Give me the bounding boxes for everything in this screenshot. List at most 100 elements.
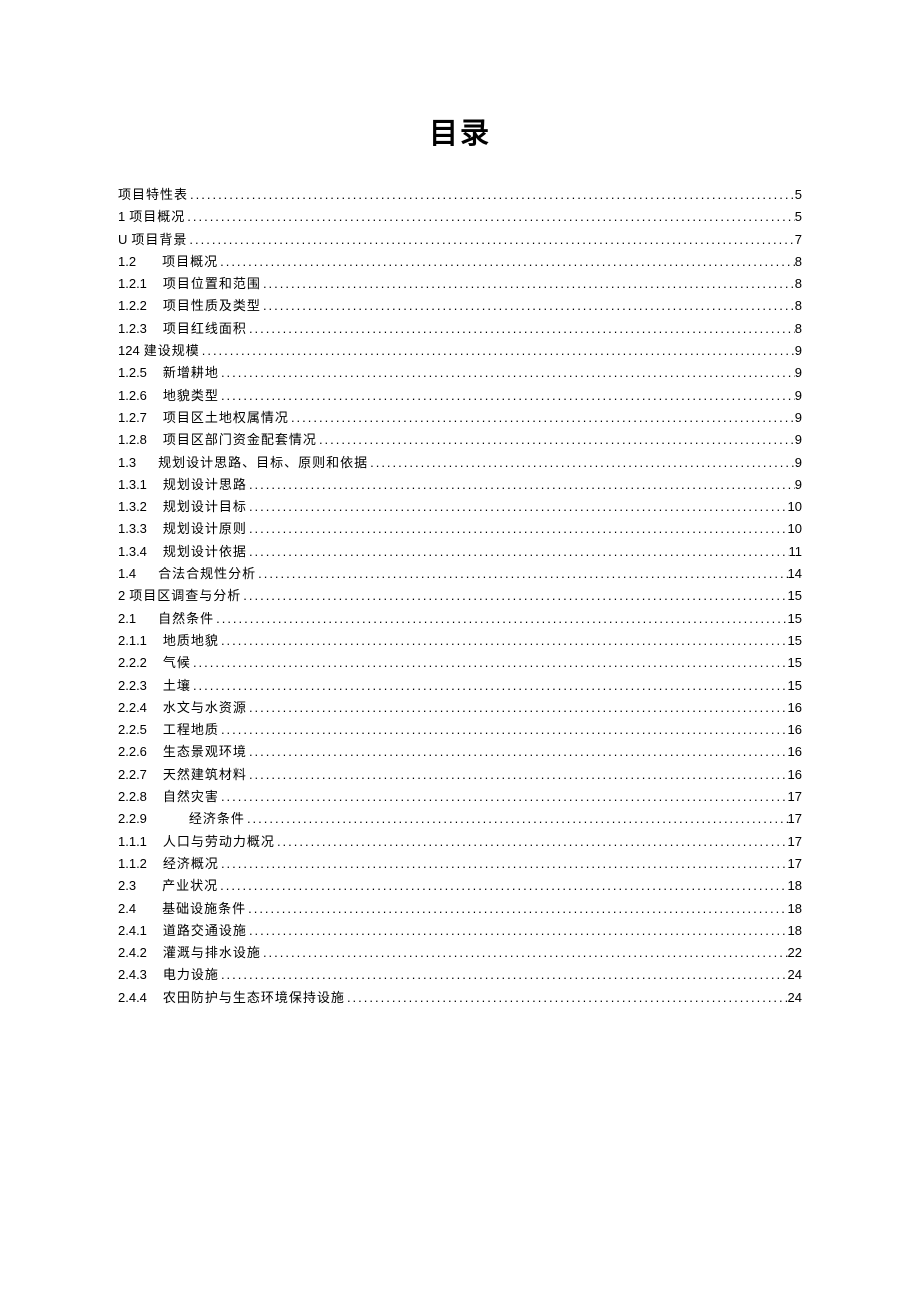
toc-leader-dots [188,184,795,206]
toc-number: 1.4 [118,563,140,585]
toc-page-number: 17 [788,808,802,830]
toc-text: 规划设计原则 [163,518,247,540]
toc-row: 2.2.6生态景观环境16 [118,741,802,763]
toc-row: 1.3.2规划设计目标10 [118,496,802,518]
toc-text: 项目背景 [131,229,187,251]
toc-leader-dots [247,541,789,563]
toc-leader-dots [245,808,788,830]
toc-page-number: 18 [788,875,802,897]
toc-leader-dots [185,206,795,228]
page-title: 目录 [118,110,802,152]
toc-leader-dots [261,273,795,295]
toc-page-number: 24 [788,987,802,1009]
toc-number: 2.2.5 [118,719,151,741]
toc-row: 2.1.1地质地貌15 [118,630,802,652]
toc-number: 1.3.4 [118,541,151,563]
toc-page-number: 16 [788,764,802,786]
toc-row: 1.3规划设计思路、目标、原则和依据9 [118,452,802,474]
toc-number: 1.3 [118,452,140,474]
toc-text: 项目区部门资金配套情况 [163,429,317,451]
toc-number: 2.2.7 [118,764,151,786]
toc-row: 2.2.8自然灾害17 [118,786,802,808]
toc-page-number: 7 [795,229,802,251]
toc-leader-dots [289,407,795,429]
toc-page-number: 9 [795,385,802,407]
toc-leader-dots [261,942,788,964]
toc-text: 道路交通设施 [163,920,247,942]
toc-row: 1.3.1 规划设计思路 9 [118,474,802,496]
toc-number: 2.2.2 [118,652,151,674]
toc-leader-dots [247,764,788,786]
toc-leader-dots [247,318,795,340]
toc-number: 2.4 [118,898,140,920]
toc-page-number: 15 [788,652,802,674]
toc-text: 自然灾害 [163,786,219,808]
toc-row: 2.2.5工程地质16 [118,719,802,741]
toc-page-number: 14 [788,563,802,585]
toc-text: 项目区土地权属情况 [163,407,289,429]
toc-leader-dots [247,920,788,942]
toc-leader-dots [247,697,788,719]
toc-page-number: 17 [788,786,802,808]
toc-number: 1.3.1 [118,474,151,496]
toc-number: 1.2 [118,251,140,273]
toc-text: 基础设施条件 [162,898,246,920]
toc-number: 2.2.3 [118,675,151,697]
toc-number: 124 [118,340,144,362]
toc-page-number: 5 [795,206,802,228]
toc-text: 水文与水资源 [163,697,247,719]
toc-leader-dots [200,340,795,362]
toc-row: 2.2.4水文与水资源16 [118,697,802,719]
toc-page-number: 8 [795,251,802,273]
toc-leader-dots [247,496,788,518]
toc-leader-dots [247,518,788,540]
toc-leader-dots [256,563,787,585]
toc-page-number: 9 [795,429,802,451]
toc-page-number: 11 [789,541,803,563]
toc-text: 合法合规性分析 [158,563,256,585]
toc-leader-dots [187,229,794,251]
toc-page-number: 9 [795,452,802,474]
toc-row: 1.2.2项目性质及类型8 [118,295,802,317]
toc-page-number: 10 [788,496,802,518]
toc-page-number: 10 [788,518,802,540]
toc-leader-dots [247,474,795,496]
toc-text: 经济条件 [189,808,245,830]
toc-leader-dots [246,898,787,920]
toc-leader-dots [214,608,787,630]
toc-page-number: 17 [788,831,802,853]
toc-number: 1.1.2 [118,853,151,875]
toc-page-number: 9 [795,474,802,496]
toc-text: 生态景观环境 [163,741,247,763]
toc-text: 人口与劳动力概况 [163,831,275,853]
toc-row: 1.2.5新增耕地9 [118,362,802,384]
toc-leader-dots [219,719,788,741]
toc-leader-dots [345,987,788,1009]
toc-page-number: 8 [795,273,802,295]
toc-text: 天然建筑材料 [163,764,247,786]
toc-text: 规划设计思路 [163,474,247,496]
toc-row: 2.2.3土壤15 [118,675,802,697]
toc-number: 1.2.2 [118,295,151,317]
toc-number: 1.2.7 [118,407,151,429]
toc-leader-dots [219,385,795,407]
toc-leader-dots [191,675,788,697]
toc-number: 1.2.6 [118,385,151,407]
toc-number: 2 [118,585,129,607]
toc-page-number: 15 [788,675,802,697]
toc-number: 1.2.1 [118,273,151,295]
toc-number: 2.4.2 [118,942,151,964]
toc-leader-dots [261,295,795,317]
toc-row: 2项目区调查与分析15 [118,585,802,607]
toc-text: 规划设计目标 [163,496,247,518]
toc-page-number: 24 [788,964,802,986]
toc-leader-dots [219,362,795,384]
toc-row: 1.1.1人口与劳动力概况17 [118,831,802,853]
toc-text: 地质地貌 [163,630,219,652]
toc-number: 2.2.4 [118,697,151,719]
toc-page-number: 9 [795,362,802,384]
toc-leader-dots [241,585,787,607]
toc-page-number: 18 [788,920,802,942]
toc-row: 2.1自然条件15 [118,608,802,630]
table-of-contents: 项目特性表51项目概况5U项目背景71.2项目概况81.2.1项目位置和范围81… [118,184,802,1009]
